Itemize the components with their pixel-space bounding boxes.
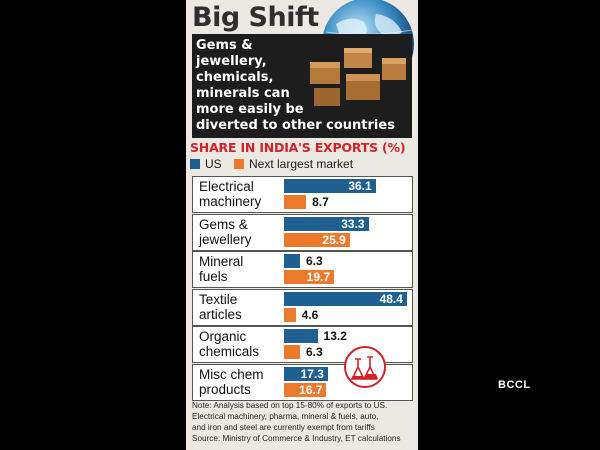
bar-next-market — [284, 382, 327, 397]
value-label-next-market: 8.7 — [312, 195, 329, 209]
chemistry-flask-icon — [344, 346, 386, 388]
hero-caption-line: Gems & — [196, 38, 253, 53]
bar-us — [284, 254, 300, 268]
chart-row: Textile articles 48.4 4.6 — [192, 288, 413, 326]
value-label-next-market: 4.6 — [301, 307, 319, 322]
legend-label-next-market: Next largest market — [249, 157, 354, 171]
category-label: Misc chem products — [199, 367, 264, 397]
value-label-us: 17.3 — [300, 366, 324, 381]
value-label-us: 48.4 — [379, 291, 403, 306]
category-label: Textile articles — [199, 292, 242, 322]
infographic-panel: Big Shift Gems & jewellery, chemicals, m… — [186, 0, 418, 450]
category-label: Gems & jewellery — [199, 217, 252, 247]
category-label: Mineral fuels — [199, 254, 243, 284]
chart-row: Gems & jewellery 33.3 25.9 — [192, 213, 413, 251]
legend-swatch-us — [190, 159, 200, 169]
bar-us — [284, 291, 407, 306]
category-label-line: Misc chem — [199, 366, 264, 382]
footnote-line: Electrical machinery, pharma, mineral & … — [192, 412, 379, 421]
legend-label-us: US — [205, 157, 222, 171]
bar-us — [284, 329, 318, 343]
bar-us — [284, 179, 376, 193]
footnote-line: and iron and steel are currently exempt … — [192, 423, 375, 432]
hero-caption-line: diverted to other countries — [196, 118, 395, 133]
legend-item-next-market: Next largest market — [234, 157, 353, 171]
chart-title: SHARE IN INDIA'S EXPORTS (%) — [190, 140, 406, 155]
bar-next-market — [284, 232, 350, 247]
value-label-us: 13.2 — [323, 329, 347, 343]
category-label-line: Electrical — [199, 179, 254, 194]
legend-item-us: US — [190, 157, 222, 171]
hero-caption-line: jewellery, — [196, 54, 267, 69]
source-line: Source: Ministry of Commerce & Industry,… — [192, 434, 401, 443]
category-label-line: Organic — [199, 329, 247, 344]
category-label-line: fuels — [199, 269, 228, 284]
value-label-us: 6.3 — [306, 254, 323, 268]
value-label-next-market: 6.3 — [306, 345, 323, 359]
chart-row: Electrical machinery 36.1 8.7 — [192, 176, 413, 213]
bar-next-market — [284, 345, 300, 359]
category-label-line: Gems & — [199, 216, 248, 232]
bar-next-market — [284, 270, 335, 284]
footnote-line: Note: Analysis based on top 15-80% of ex… — [192, 401, 388, 410]
category-label-line: jewellery — [199, 231, 252, 247]
watermark: BCCL — [498, 379, 531, 391]
bar-us — [284, 366, 328, 381]
category-label-line: Mineral — [199, 254, 244, 269]
bar-next-market — [284, 307, 296, 322]
value-label-next-market: 25.9 — [322, 232, 346, 247]
category-label-line: Textile — [199, 291, 238, 307]
category-label: Organic chemicals — [199, 329, 259, 359]
value-label-us: 36.1 — [348, 179, 372, 193]
infographic-title: Big Shift — [192, 2, 319, 33]
value-label-next-market: 19.7 — [306, 270, 331, 284]
legend-swatch-next-market — [234, 159, 244, 169]
value-label-next-market: 16.7 — [299, 382, 323, 397]
category-label-line: articles — [199, 306, 242, 322]
value-label-us: 33.3 — [341, 216, 365, 231]
category-label-line: chemicals — [199, 344, 260, 359]
category-label-line: machinery — [199, 194, 262, 209]
hero-caption-line: chemicals, — [196, 70, 274, 85]
hero-caption-line: minerals can — [196, 86, 290, 101]
hero-caption: Gems & jewellery, chemicals, minerals ca… — [196, 38, 395, 134]
category-label-line: products — [199, 381, 251, 397]
category-label: Electrical machinery — [199, 179, 261, 209]
footnote: Note: Analysis based on top 15-80% of ex… — [192, 400, 414, 444]
shipping-boxes-icon — [310, 48, 406, 106]
hero-caption-line: more easily be — [196, 102, 304, 117]
bar-next-market — [284, 195, 307, 209]
chart-row: Mineral fuels 6.3 19.7 — [192, 251, 413, 288]
bar-us — [284, 216, 369, 231]
